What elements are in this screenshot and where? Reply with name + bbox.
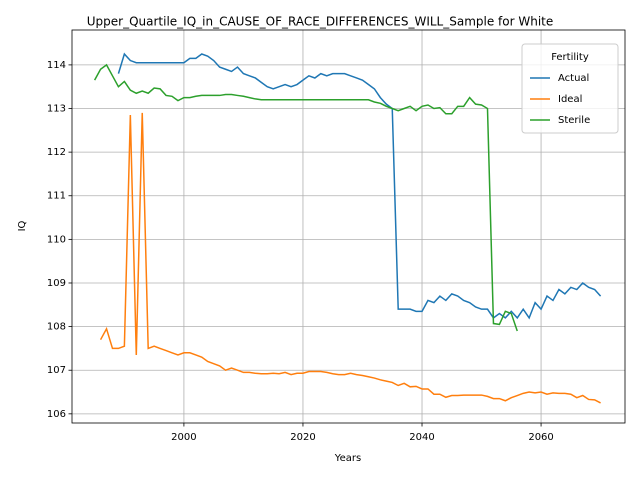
series-line [117,52,602,320]
y-axis-label: IQ [17,220,28,231]
series-line [93,63,518,332]
y-tick-label: 106 [47,409,66,420]
y-tick-label: 109 [47,278,66,289]
x-tick-label: 2060 [528,432,553,443]
y-tick-label: 111 [47,191,66,202]
y-tick-label: 114 [47,60,66,71]
legend-box [521,43,619,134]
series-line [99,112,601,404]
plot-frame [71,29,626,424]
x-tick-label: 2000 [171,432,196,443]
y-tick-label: 108 [47,322,66,333]
x-tick-label: 2020 [290,432,315,443]
y-tick-label: 112 [47,147,66,158]
x-tick-label: 2040 [409,432,434,443]
legend-label: Sterile [558,115,590,126]
legend-label: Ideal [558,94,582,105]
y-tick-label: 113 [47,104,66,115]
x-axis-label: Years [334,453,361,464]
chart-title: Upper_Quartile_IQ_in_CAUSE_OF_RACE_DIFFE… [87,15,554,29]
y-tick-label: 110 [47,234,66,245]
legend-title: Fertility [551,52,589,63]
y-tick-label: 107 [47,365,66,376]
legend-label: Actual [558,73,589,84]
